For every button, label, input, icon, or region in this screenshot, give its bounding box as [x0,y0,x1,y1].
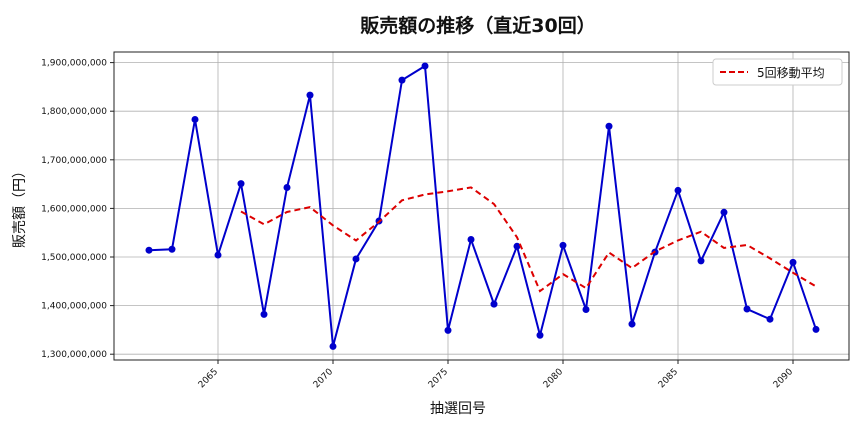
x-axis-ticks: 2065 2070 2075 2080 2085 2090 [197,360,795,390]
x-axis-label: 抽選回号 [430,401,486,417]
data-point-marker [697,257,705,265]
chart-title: 販売額の推移（直近30回） [360,14,595,37]
y-tick-label: 1,900,000,000 [41,59,107,69]
y-tick-label: 1,500,000,000 [41,253,107,263]
data-point-marker [513,242,521,250]
data-point-marker [559,241,567,249]
data-point-marker [214,251,222,259]
data-point-marker [191,115,199,123]
y-axis-ticks: 1,300,000,000 1,400,000,000 1,500,000,000 1… [41,59,114,360]
data-point-marker [398,76,406,84]
data-point-marker [329,342,337,350]
data-point-marker [283,184,291,192]
y-tick-label: 1,300,000,000 [41,350,107,360]
data-point-marker [674,186,682,194]
data-point-marker [352,255,360,263]
grid [114,52,849,360]
x-tick-label: 2090 [772,367,795,390]
data-point-marker [145,246,153,254]
data-point-marker [306,91,314,99]
x-tick-label: 2070 [312,367,335,390]
x-tick-label: 2065 [197,367,220,390]
data-point-marker [536,331,544,339]
plot-area [113,51,850,361]
data-point-marker [444,326,452,334]
data-point-marker [628,320,636,328]
legend: 5回移動平均 [712,58,843,86]
data-point-marker [582,305,590,313]
y-tick-label: 1,400,000,000 [41,302,107,312]
legend-label: 5回移動平均 [757,66,825,80]
y-tick-label: 1,800,000,000 [41,107,107,117]
x-tick-label: 2085 [657,367,680,390]
y-tick-label: 1,600,000,000 [41,204,107,214]
data-point-marker [720,208,728,216]
series-layer [145,62,820,350]
y-tick-label: 1,700,000,000 [41,156,107,166]
moving-average-line [240,186,817,293]
data-point-marker [605,122,613,130]
y-axis-label: 販売額（円） [12,164,28,248]
data-point-marker [812,325,820,333]
data-point-marker [467,236,475,244]
data-point-marker [789,258,797,266]
data-point-marker [490,300,498,308]
data-point-marker [237,180,245,188]
data-point-marker [766,315,774,323]
data-point-marker [260,310,268,318]
x-tick-label: 2080 [542,367,565,390]
data-point-marker [168,245,176,253]
legend-box [712,58,843,86]
data-point-marker [421,62,429,70]
sales-line [148,64,817,347]
data-point-marker [743,305,751,313]
x-tick-label: 2075 [427,367,450,390]
